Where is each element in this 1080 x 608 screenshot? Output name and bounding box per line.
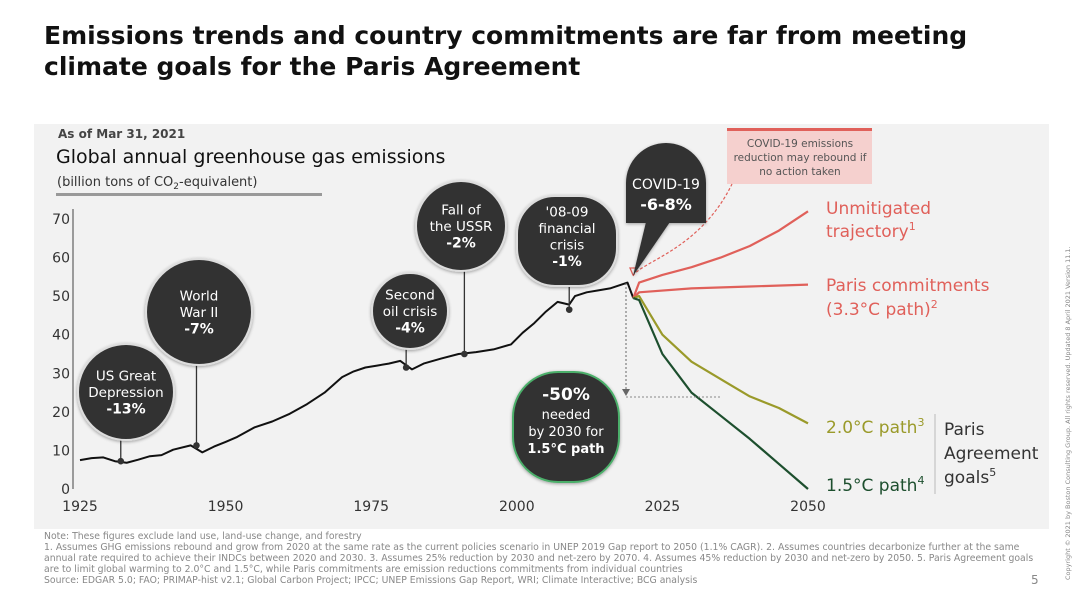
- event-label: oil crisis: [383, 304, 438, 320]
- path-2-0-line: [632, 295, 809, 425]
- x-tick-label: 1925: [62, 499, 98, 515]
- event-bubble: [77, 343, 175, 441]
- event-marker: [461, 350, 468, 358]
- y-tick-label: 50: [52, 289, 70, 305]
- x-tick-label: 1975: [353, 499, 389, 515]
- footnote-detail: 1. Assumes GHG emissions rebound and gro…: [44, 541, 1034, 575]
- y-tick-label: 20: [52, 405, 70, 421]
- x-tick-label: 2025: [645, 499, 681, 515]
- event-label: World: [180, 289, 219, 305]
- paris-label-2: (3.3°C path)2: [826, 298, 938, 320]
- needed-line2: by 2030 for: [528, 425, 604, 440]
- y-tick-label: 70: [52, 212, 70, 228]
- path15-label: 1.5°C path4: [826, 474, 924, 496]
- event-value: -4%: [395, 321, 425, 337]
- y-tick-label: 40: [52, 328, 70, 344]
- x-tick-label: 2000: [499, 499, 535, 515]
- event-label: the USSR: [430, 219, 493, 235]
- header: Emissions trends and country commitments…: [0, 0, 1080, 107]
- event-bubble: [371, 272, 449, 350]
- y-tick-label: 60: [52, 251, 70, 267]
- event-bubble: [145, 258, 253, 366]
- event-marker: [193, 442, 200, 449]
- goals-label-1: Paris: [944, 420, 985, 440]
- x-tick-label: 1950: [208, 499, 244, 515]
- paris-label: Paris commitments: [826, 276, 990, 296]
- event-value: -7%: [184, 322, 214, 338]
- event-label: financial: [538, 221, 595, 237]
- chart-title: Global annual greenhouse gas emissions: [56, 146, 445, 168]
- event-value: -13%: [106, 402, 145, 418]
- event-marker: [565, 306, 573, 313]
- footnotes: Note: These figures exclude land use, la…: [44, 531, 1034, 587]
- page-title: Emissions trends and country commitments…: [44, 21, 968, 81]
- goals-label-2: Agreement: [944, 444, 1039, 464]
- as-of-label: As of Mar 31, 2021: [58, 127, 185, 141]
- event-value: -2%: [446, 236, 476, 252]
- rebound-note-box: [727, 131, 872, 184]
- needed-line1: needed: [542, 408, 591, 423]
- y-tick-label: 0: [61, 482, 70, 498]
- footnote-note: Note: These figures exclude land use, la…: [44, 531, 362, 542]
- event-label: Second: [385, 288, 435, 304]
- needed-line3: 1.5°C path: [527, 442, 604, 457]
- needed-bubble: [512, 371, 620, 483]
- event-label: Fall of: [441, 203, 482, 219]
- event-label: crisis: [550, 237, 585, 253]
- path-1-5-line: [632, 297, 809, 490]
- covid-badge-shape: [626, 142, 706, 223]
- event-label: Depression: [88, 385, 163, 401]
- covid-badge-tail: [633, 222, 670, 276]
- event-bubble: [516, 195, 618, 287]
- event-marker: [117, 457, 125, 465]
- event-label: '08-09: [546, 204, 589, 220]
- unmitigated-label: Unmitigated: [826, 199, 931, 219]
- x-tick-label: 2050: [790, 499, 826, 515]
- page-number: 5: [1031, 573, 1039, 587]
- covid-badge-value: -6-8%: [640, 195, 692, 214]
- event-label: War II: [180, 305, 219, 321]
- covid-badge: [626, 142, 706, 276]
- footnote-source: Source: EDGAR 5.0; FAO; PRIMAP-hist v2.1…: [44, 574, 698, 586]
- event-bubble: [415, 180, 507, 272]
- covid-badge-title: COVID-19: [632, 177, 700, 193]
- rebound-note-line1: COVID-19 emissions: [747, 138, 853, 150]
- unmitigated-line: [632, 210, 809, 299]
- unmitigated-label-2: trajectory1: [826, 220, 916, 242]
- chart-subtitle: (billion tons of CO2-equivalent): [57, 175, 257, 192]
- rebound-note-line2: reduction may rebound if: [734, 152, 867, 164]
- event-marker: [402, 364, 410, 371]
- rebound-arrow-curve: [632, 183, 733, 277]
- covid-drop-arrow: [622, 389, 630, 396]
- path20-label: 2.0°C path3: [826, 416, 924, 438]
- rebound-arrow: [629, 267, 637, 276]
- y-tick-label: 30: [52, 366, 70, 382]
- needed-bubble-shape: [512, 371, 620, 483]
- needed-value: -50%: [542, 385, 590, 405]
- rebound-note-bar: [727, 128, 872, 131]
- historical-emissions-line: [79, 281, 635, 464]
- y-tick-label: 10: [52, 443, 70, 459]
- rebound-note-line3: no action taken: [759, 166, 840, 178]
- event-value: -1%: [552, 254, 582, 270]
- copyright: Copyright © 2021 by Boston Consulting Gr…: [1064, 246, 1072, 580]
- paris-commitments-line: [632, 283, 809, 299]
- event-label: US Great: [96, 369, 156, 385]
- goals-label-3: goals5: [944, 466, 996, 488]
- subtitle-underline: [56, 193, 322, 196]
